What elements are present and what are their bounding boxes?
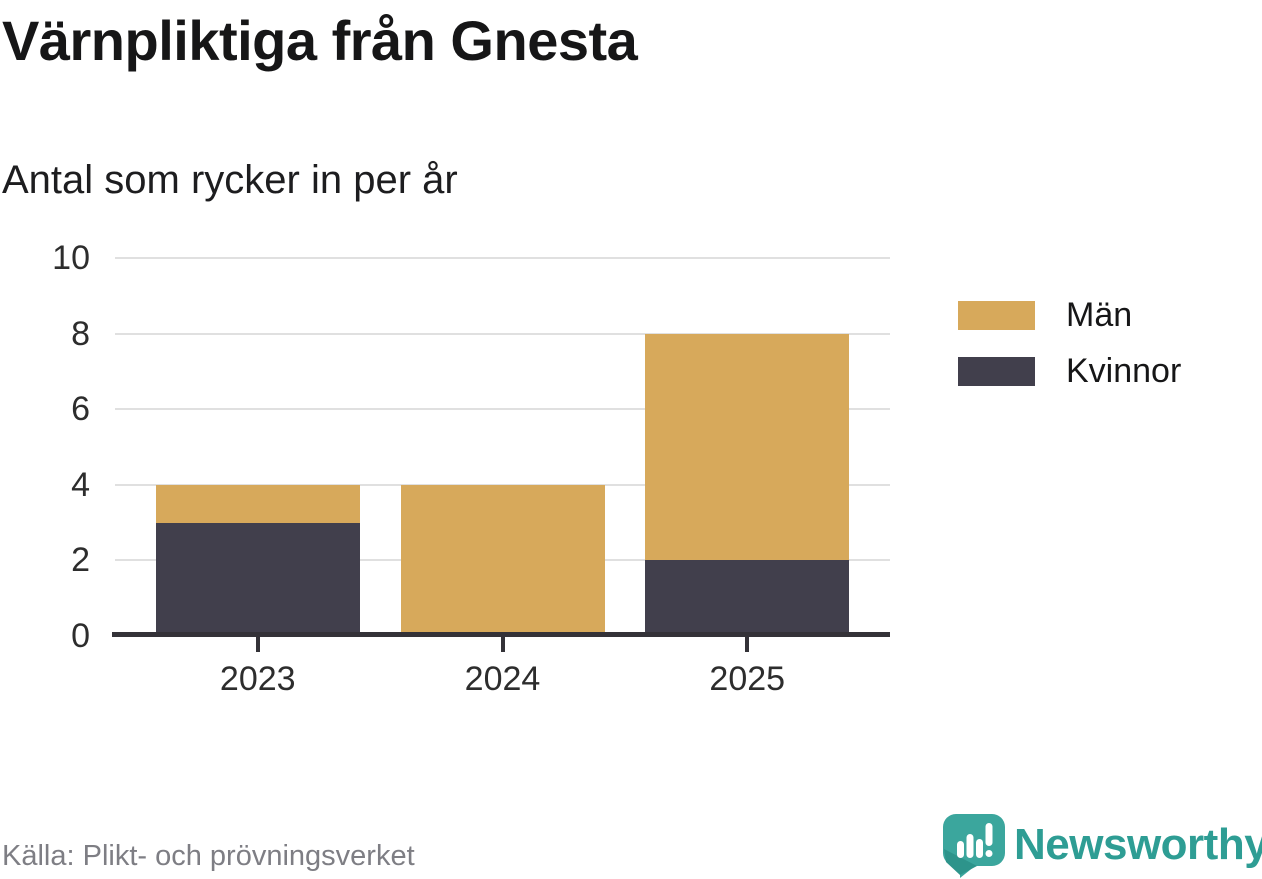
bar-segment <box>400 484 605 636</box>
grid-line <box>115 257 890 259</box>
legend: Män Kvinnor <box>958 296 1181 390</box>
newsworthy-logo: Newsworthy <box>941 811 1262 879</box>
bar-segment <box>155 484 360 523</box>
legend-swatch <box>958 356 1035 386</box>
legend-label: Kvinnor <box>1066 351 1182 390</box>
x-axis-line <box>112 632 890 637</box>
y-axis-label: 2 <box>71 541 90 580</box>
x-axis-tick <box>745 637 750 652</box>
x-axis-tick <box>500 637 505 652</box>
bar-segment <box>645 333 850 561</box>
y-axis-label: 6 <box>71 390 90 429</box>
grid-line <box>115 408 890 411</box>
x-axis-label: 2024 <box>464 660 541 698</box>
chart-title: Värnpliktiga från Gnesta <box>2 9 638 72</box>
grid-line <box>115 332 890 335</box>
x-axis-tick <box>255 637 260 652</box>
bar-segment <box>645 560 850 636</box>
newsworthy-logo-icon <box>943 814 1005 878</box>
y-axis-label: 8 <box>71 314 90 353</box>
y-axis-label: 4 <box>71 465 90 504</box>
legend-swatch <box>958 300 1035 330</box>
bar-segment <box>155 522 360 636</box>
legend-item: Män <box>958 296 1181 334</box>
newsworthy-logo-text: Newsworthy <box>1014 820 1262 869</box>
legend-item: Kvinnor <box>958 352 1181 390</box>
y-axis-label: 10 <box>52 239 90 277</box>
source-text: Källa: Plikt- och prövningsverket <box>2 840 415 872</box>
y-axis-label: 0 <box>71 617 90 655</box>
x-axis-label: 2025 <box>709 660 786 698</box>
chart-subtitle: Antal som rycker in per år <box>2 158 458 202</box>
x-axis-label: 2023 <box>219 660 296 698</box>
legend-label: Män <box>1066 295 1133 334</box>
